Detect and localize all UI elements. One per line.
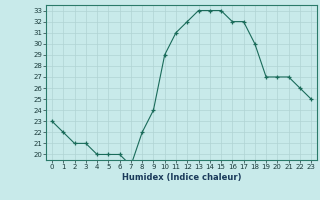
X-axis label: Humidex (Indice chaleur): Humidex (Indice chaleur) [122, 173, 241, 182]
